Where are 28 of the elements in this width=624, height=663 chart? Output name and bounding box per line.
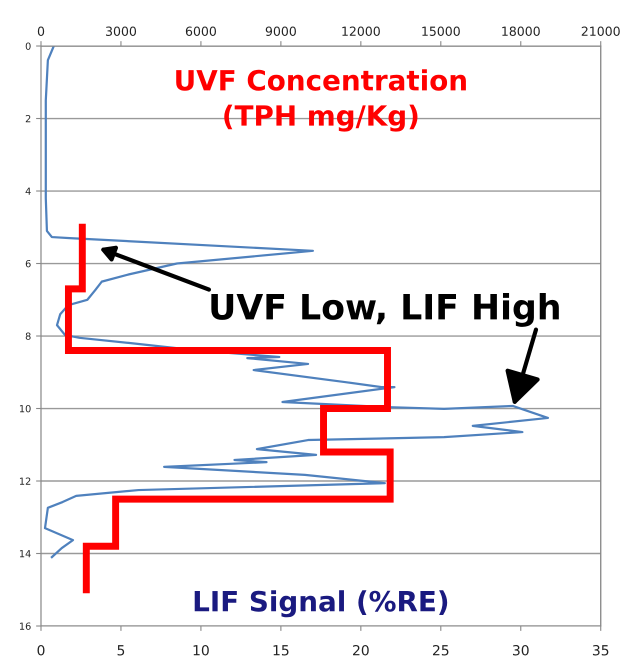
x-tick-label: 35 [592, 645, 608, 656]
x-tick-label: 30 [512, 645, 529, 656]
annotation: UVF Low, LIF High [211, 292, 559, 327]
y-tick-label: 12 [20, 477, 30, 485]
x2-tick-label: 21000 [582, 26, 620, 36]
x2-tick-label: 18000 [502, 26, 540, 36]
y-tick-label: 10 [20, 404, 31, 412]
x-tick-label: 10 [194, 645, 209, 656]
x-tick-label: 5 [118, 645, 124, 656]
x2-tick-label: 15000 [422, 26, 460, 36]
x-axis-title: LIF Signal (%RE) [194, 590, 448, 618]
y-tick-label: 0 [26, 42, 31, 50]
y-tick-label: 4 [26, 188, 31, 195]
x-tick-label: 25 [432, 645, 448, 656]
y-tick-label: 14 [20, 550, 31, 558]
x2-axis-title: UVF Concentration (TPH mg/Kg) [176, 69, 466, 132]
y-tick-label: 16 [20, 622, 31, 630]
x2-tick-label: 3000 [106, 26, 136, 36]
x2-tick-label: 0 [38, 26, 44, 36]
x-tick-label: 15 [274, 645, 289, 656]
x2-tick-label: 12000 [342, 26, 380, 36]
x2-tick-label: 9000 [266, 26, 296, 36]
y-tick-label: 2 [26, 114, 30, 122]
x2-tick-label: 6000 [186, 26, 216, 36]
x-tick-label: 20 [353, 645, 369, 656]
y-tick-label: 6 [26, 260, 31, 268]
x-tick-label: 0 [37, 645, 44, 656]
y-tick-label: 8 [26, 332, 31, 340]
